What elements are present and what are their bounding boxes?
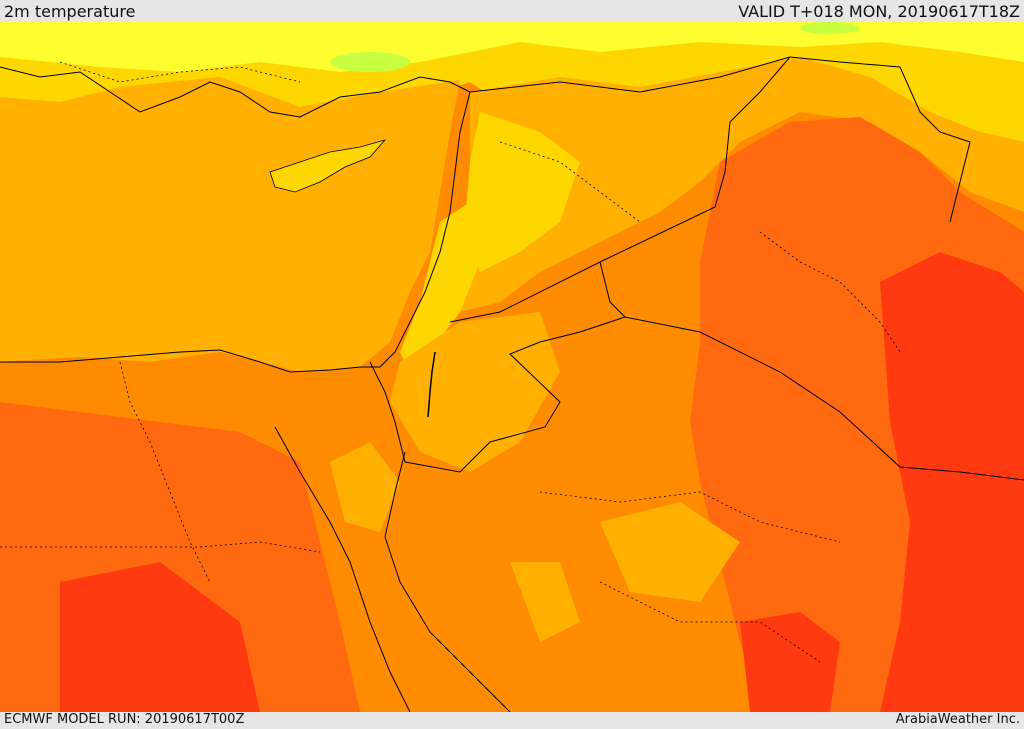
sinai-amber-zone bbox=[330, 442, 400, 532]
egypt-sudan-boundary bbox=[0, 541, 321, 553]
header-bar: 2m temperature VALID T+018 MON, 20190617… bbox=[0, 0, 1024, 22]
syria-iraq-border bbox=[449, 56, 791, 323]
model-run-label: ECMWF MODEL RUN: 20190617T00Z bbox=[4, 712, 245, 727]
map-canvas bbox=[0, 22, 1024, 712]
cyprus-island bbox=[269, 139, 387, 193]
levant-coast-yellow bbox=[400, 202, 480, 372]
credit-label: ArabiaWeather Inc. bbox=[895, 712, 1020, 727]
mediterranean-sea bbox=[0, 77, 460, 372]
hejaz-amber-patch bbox=[510, 562, 580, 642]
green-patch-east bbox=[800, 22, 860, 34]
valid-time-label: VALID T+018 MON, 20190617T18Z bbox=[738, 2, 1020, 21]
egypt-israel-border bbox=[369, 361, 406, 463]
red-sea-west-coast bbox=[274, 426, 411, 712]
egypt-red-patch bbox=[60, 562, 260, 712]
saudi-admin-boundary bbox=[539, 491, 841, 543]
turkey-syria-border bbox=[469, 56, 791, 93]
jordan-saudi-border bbox=[404, 261, 626, 473]
gulf-red-zone bbox=[880, 252, 1024, 712]
arabia-red-patch bbox=[740, 612, 840, 712]
red-sea-east-coast bbox=[384, 451, 511, 712]
footer-bar: ECMWF MODEL RUN: 20190617T00Z ArabiaWeat… bbox=[0, 712, 1024, 729]
saudi-amber-patch bbox=[600, 502, 740, 602]
syria-amber-zone bbox=[460, 57, 1024, 312]
iraq-saudi-border bbox=[624, 316, 1024, 481]
levant-coastline bbox=[379, 91, 471, 368]
syria-admin-boundary bbox=[499, 141, 641, 223]
dead-sea bbox=[427, 351, 436, 418]
admin-boundary-1 bbox=[119, 361, 211, 583]
egypt-coastline bbox=[0, 349, 380, 373]
syria-yellow-zone bbox=[465, 112, 580, 272]
saudi-admin-boundary-2 bbox=[599, 581, 821, 663]
egypt-coast-zone bbox=[0, 352, 360, 442]
green-patch bbox=[330, 52, 410, 72]
iran-border bbox=[789, 56, 971, 223]
turkey-coastline bbox=[0, 66, 471, 118]
northern-bright-zone bbox=[0, 22, 1024, 72]
map-title: 2m temperature bbox=[4, 2, 136, 21]
temperature-map[interactable] bbox=[0, 22, 1024, 712]
jordan-amber-zone bbox=[390, 312, 560, 472]
